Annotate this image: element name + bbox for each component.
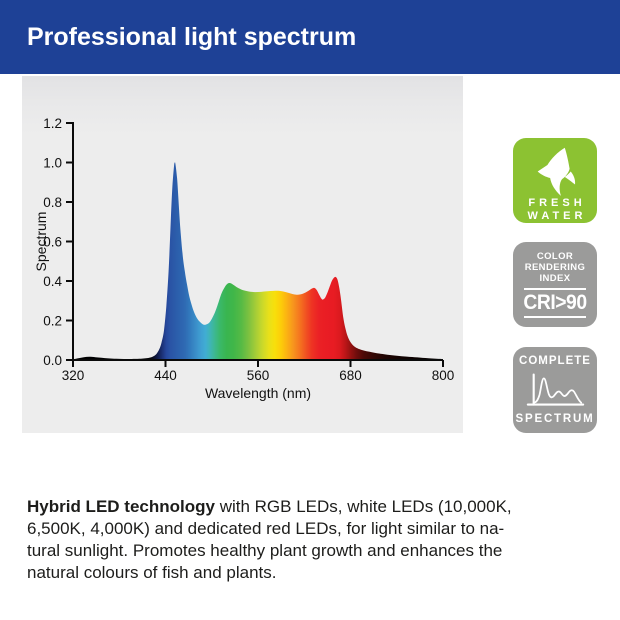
spectrum-chart: 320 440 560 680 800 0.0 0.2 0.4 0.6 0.8 1.0 1.2 Wave… — [33, 116, 455, 401]
description-paragraph: Hybrid LED technology with RGB LEDs, whi… — [27, 496, 512, 584]
y-tick-label: 0.6 — [43, 234, 62, 249]
cri-value: CRI>90 — [523, 291, 587, 314]
complete-spectrum-label-top: COMPLETE — [519, 355, 591, 367]
x-axis-label: Wavelength (nm) — [205, 385, 311, 401]
y-axis-label: Spectrum — [33, 212, 49, 272]
x-tick-label: 320 — [62, 368, 85, 383]
cri-divider-bottom — [524, 316, 586, 318]
x-tick-label: 680 — [339, 368, 362, 383]
complete-spectrum-label-bottom: SPECTRUM — [515, 413, 595, 425]
complete-spectrum-badge: COMPLETE SPECTRUM — [513, 347, 597, 433]
description-line: 6,500K, 4,000K) and dedicated red LEDs, … — [27, 519, 505, 538]
y-tick-label: 0.4 — [43, 274, 62, 289]
x-tick-label: 560 — [247, 368, 270, 383]
description-line: Hybrid LED technology with RGB LEDs, whi… — [27, 497, 512, 516]
angelfish-icon — [537, 147, 576, 196]
x-tick-label: 800 — [432, 368, 455, 383]
y-tick-label: 1.2 — [43, 116, 62, 131]
spectrum-area — [73, 162, 443, 360]
cri-divider-top — [524, 288, 586, 290]
x-tick-label: 440 — [154, 368, 177, 383]
freshwater-label-line2: WATER — [527, 210, 587, 222]
spectrum-curve-icon — [526, 373, 585, 406]
y-tick-label: 1.0 — [43, 155, 62, 170]
spectrum-chart-panel: 320 440 560 680 800 0.0 0.2 0.4 0.6 0.8 1.0 1.2 Wave… — [22, 76, 463, 433]
freshwater-badge: FRESH WATER — [513, 138, 597, 223]
y-tick-label: 0.0 — [43, 353, 62, 368]
description-line: natural colours of fish and plants. — [27, 563, 277, 582]
freshwater-label-line1: FRESH — [528, 197, 586, 209]
cri-label-line2: RENDERING — [524, 262, 586, 273]
cri-label-line1: COLOR — [536, 251, 574, 262]
y-tick-label: 0.2 — [43, 313, 62, 328]
page-title: Professional light spectrum — [27, 22, 357, 51]
cri-label-line3: INDEX — [539, 273, 571, 284]
header-bar: Professional light spectrum — [0, 0, 620, 74]
description-line: tural sunlight. Promotes healthy plant g… — [27, 541, 503, 560]
y-tick-label: 0.8 — [43, 195, 62, 210]
cri-badge: COLOR RENDERING INDEX CRI>90 — [513, 242, 597, 327]
